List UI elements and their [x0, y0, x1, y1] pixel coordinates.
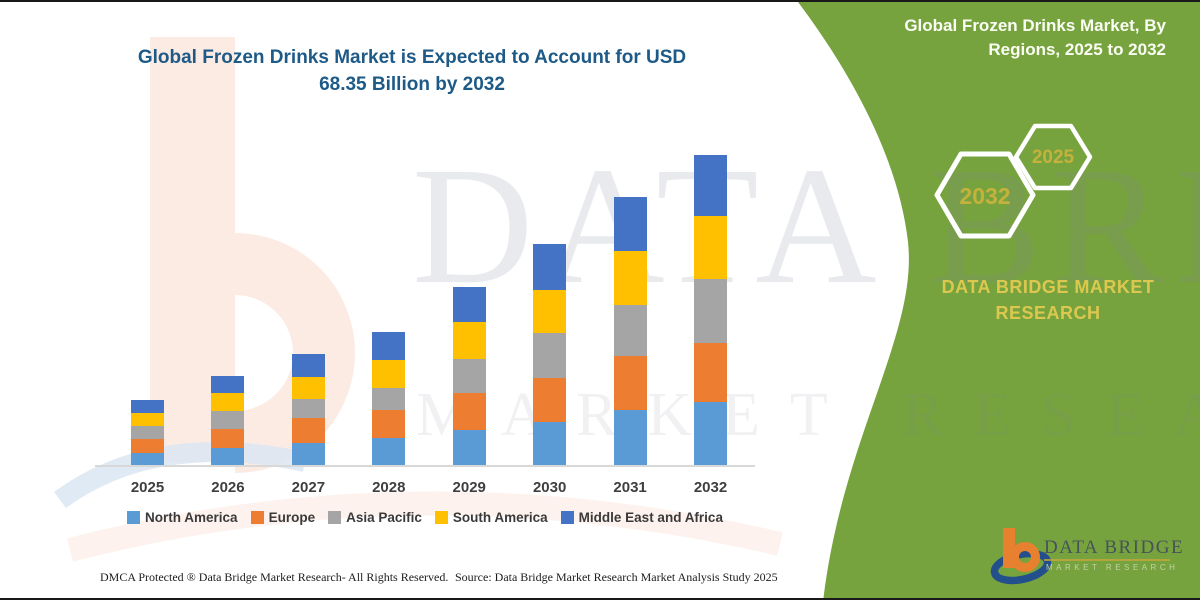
x-axis-label-2031: 2031 — [613, 479, 647, 496]
bar-2030-segment-north-america — [533, 422, 567, 465]
bar-2025-segment-asia-pacific — [131, 426, 164, 439]
legend-label-asia-pacific: Asia Pacific — [346, 510, 422, 525]
hexagon-2032-icon — [934, 151, 1036, 239]
plot-area — [95, 152, 755, 467]
bar-2031-segment-south-america — [613, 251, 647, 305]
hexagon-year-2032: 2032 — [959, 183, 1011, 209]
bar-2032 — [693, 155, 727, 465]
copyright-text: DMCA Protected ® Data Bridge Market Rese… — [100, 570, 449, 584]
bar-2026 — [211, 376, 245, 465]
bar-2032-segment-south-america — [693, 216, 727, 279]
bar-2028-segment-south-america — [372, 360, 406, 388]
legend-marker-icon-europe — [250, 511, 264, 524]
bar-2030 — [533, 244, 567, 465]
bar-2032-segment-north-america — [693, 402, 727, 465]
x-axis-label-2025: 2025 — [130, 479, 165, 496]
bar-2031-segment-middle-east-and-africa — [613, 197, 647, 251]
legend-marker-icon-asia-pacific — [328, 511, 342, 524]
legend-label-middle-east-and-africa: Middle East and Africa — [578, 510, 723, 525]
logo-sub-wordmark: MARKET RESEARCH — [1046, 563, 1179, 572]
bar-2029-segment-north-america — [452, 430, 486, 465]
bar-2032-segment-europe — [693, 343, 727, 402]
bar-2031 — [613, 197, 647, 465]
bar-2029-segment-europe — [452, 393, 486, 430]
x-axis-label-2032: 2032 — [693, 479, 728, 496]
bar-2030-segment-europe — [533, 378, 567, 422]
hexagon-2025-icon — [1013, 123, 1093, 191]
chart-title-line1: Global Frozen Drinks Market is Expected … — [137, 47, 687, 68]
logo-wordmark: DATA BRIDGE — [1044, 537, 1185, 558]
bar-2030-segment-middle-east-and-africa — [533, 244, 567, 290]
legend-label-north-america: North America — [145, 510, 238, 525]
legend-marker-icon-north-america — [127, 511, 141, 524]
bar-2025-segment-europe — [131, 439, 164, 453]
x-axis-label-2029: 2029 — [452, 479, 486, 496]
bar-2030-segment-asia-pacific — [533, 333, 567, 378]
legend-label-south-america: South America — [452, 510, 548, 525]
bar-2028-segment-europe — [372, 410, 406, 438]
x-axis-label-2028: 2028 — [372, 479, 406, 496]
legend-item-europe: Europe — [250, 510, 316, 525]
bar-2026-segment-europe — [211, 429, 245, 448]
bar-2027-segment-south-america — [291, 377, 325, 399]
legend-label-europe: Europe — [268, 510, 316, 525]
bar-2028 — [372, 332, 406, 465]
legend-item-north-america: North America — [127, 510, 238, 525]
bar-2030-segment-south-america — [533, 290, 567, 333]
bar-2027 — [291, 354, 325, 465]
legend-item-asia-pacific: Asia Pacific — [328, 510, 422, 525]
bar-2027-segment-europe — [291, 418, 325, 443]
x-axis-labels: 2025 2026 2027 2028 2029 2030 2031 2032 — [95, 479, 755, 499]
bar-2029-segment-middle-east-and-africa — [452, 287, 486, 322]
x-axis-label-2030: 2030 — [532, 479, 567, 496]
side-panel-title-line2: Regions, 2025 to 2032 — [988, 40, 1166, 59]
bar-2026-segment-asia-pacific — [211, 411, 245, 429]
bar-2028-segment-north-america — [372, 438, 406, 465]
chart-title-line2: 68.35 Billion by 2032 — [319, 74, 505, 95]
bar-2025 — [131, 400, 164, 465]
bar-2031-segment-north-america — [613, 410, 647, 465]
bar-2027-segment-middle-east-and-africa — [291, 354, 325, 377]
brand-caption-line1: DATA BRIDGE MARKET — [941, 277, 1155, 297]
bar-2025-segment-north-america — [131, 453, 164, 465]
legend-item-middle-east-and-africa: Middle East and Africa — [560, 510, 723, 525]
bar-2025-segment-south-america — [131, 413, 164, 426]
bar-2025-segment-middle-east-and-africa — [131, 400, 164, 413]
bar-2032-segment-middle-east-and-africa — [693, 155, 727, 216]
x-axis-label-2026: 2026 — [211, 479, 245, 496]
bar-2026-segment-middle-east-and-africa — [211, 376, 245, 393]
bar-2029 — [452, 287, 486, 465]
brand-caption: DATA BRIDGE MARKET RESEARCH — [917, 274, 1179, 326]
bar-2027-segment-north-america — [291, 443, 325, 465]
x-axis-label-2027: 2027 — [291, 479, 326, 496]
data-bridge-logo-icon — [990, 528, 1170, 585]
brand-caption-line2: RESEARCH — [995, 303, 1101, 323]
source-text: Source: Data Bridge Market Research Mark… — [455, 570, 778, 584]
chart-title: Global Frozen Drinks Market is Expected … — [92, 44, 732, 98]
bar-2031-segment-europe — [613, 356, 647, 410]
side-panel-title-line1: Global Frozen Drinks Market, By — [904, 16, 1166, 35]
green-panel — [798, 2, 1200, 598]
chart-legend: North America Europe Asia Pacific South Ame… — [95, 510, 755, 525]
bar-2028-segment-asia-pacific — [372, 388, 406, 410]
bar-2029-segment-south-america — [452, 322, 486, 359]
hexagon-year-2025: 2025 — [1031, 147, 1075, 168]
legend-marker-icon-south-america — [434, 511, 448, 524]
bar-2032-segment-asia-pacific — [693, 279, 727, 343]
bar-2031-segment-asia-pacific — [613, 305, 647, 356]
bar-2026-segment-north-america — [211, 448, 245, 465]
bar-2027-segment-asia-pacific — [291, 399, 325, 418]
side-panel-title: Global Frozen Drinks Market, By Regions,… — [836, 14, 1166, 62]
bar-2026-segment-south-america — [211, 393, 245, 411]
bar-2029-segment-asia-pacific — [452, 359, 486, 393]
legend-marker-icon-middle-east-and-africa — [560, 511, 574, 524]
bar-2028-segment-middle-east-and-africa — [372, 332, 406, 360]
legend-item-south-america: South America — [434, 510, 548, 525]
